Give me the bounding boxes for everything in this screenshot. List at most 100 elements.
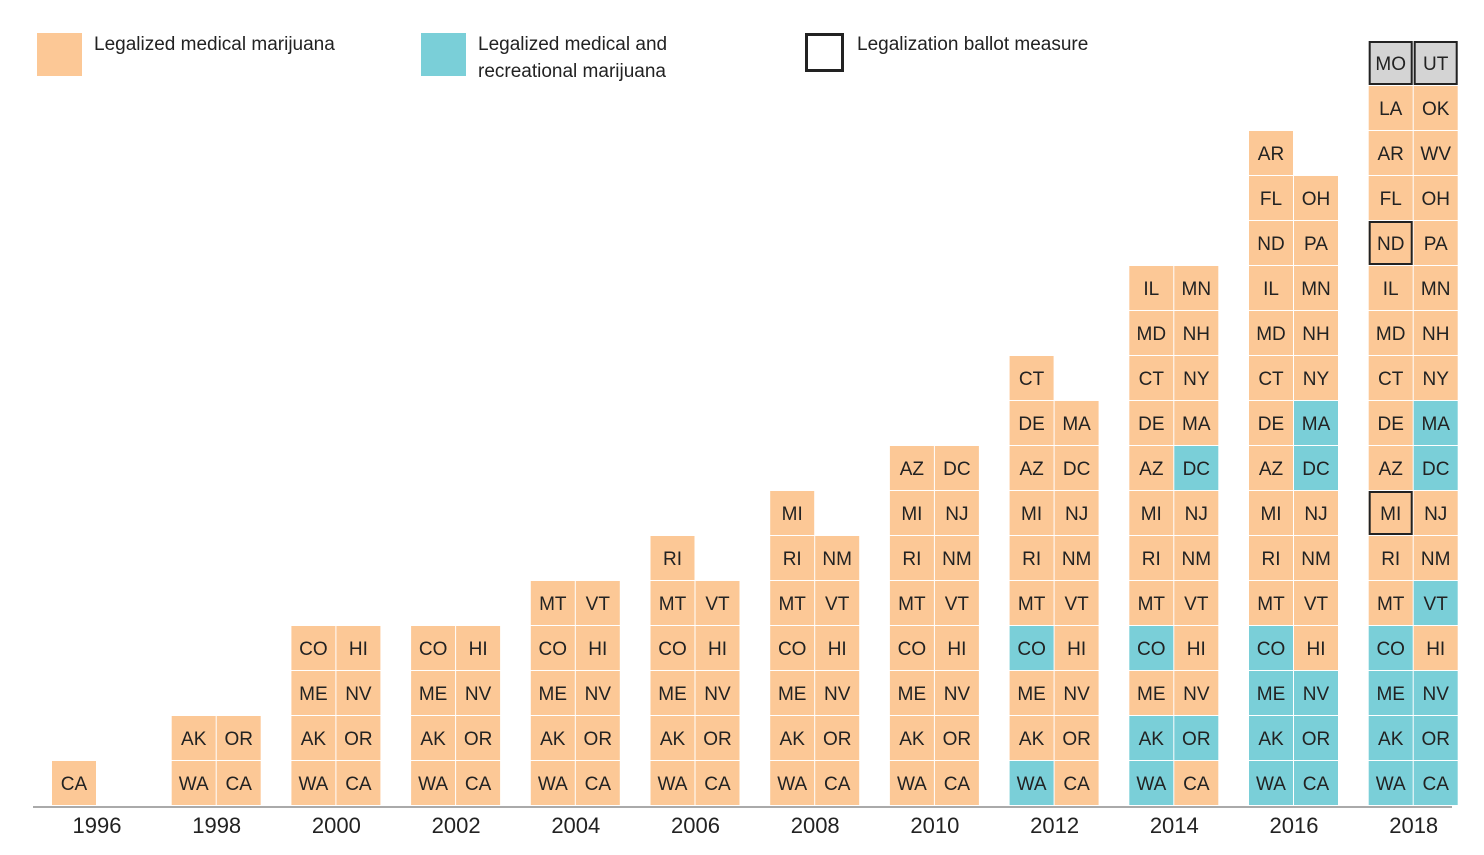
state-cell-pa-2016 (1294, 221, 1338, 265)
state-cell-ar-2016 (1249, 131, 1293, 175)
state-label-mi-2012: MI (1021, 504, 1042, 525)
state-cell-mi-2016 (1249, 491, 1293, 535)
legend-label-recreational-line1: Legalized medical and (478, 34, 668, 55)
state-cell-or-2014 (1174, 716, 1219, 760)
state-label-vt-2010: VT (945, 594, 970, 615)
state-label-mn-2016: MN (1301, 279, 1331, 300)
state-label-co-2008: CO (778, 639, 807, 660)
year-column-2006: WA CA AK OR ME NV CO HI MT VT RI 2006 (650, 536, 740, 838)
state-cell-wa-2006 (650, 761, 695, 805)
state-label-ca-2012: CA (1063, 774, 1090, 795)
state-cell-nj-2016 (1294, 491, 1338, 535)
state-cell-co-2012 (1009, 626, 1054, 670)
state-label-ak-2018: AK (1378, 729, 1404, 750)
state-cell-nd-2016 (1249, 221, 1293, 265)
state-cell-az-2014 (1129, 446, 1174, 490)
state-cell-me-2008 (770, 671, 815, 715)
state-label-wa-2014: WA (1136, 774, 1166, 795)
state-label-nd-2016: ND (1257, 234, 1284, 255)
state-label-ma-2012: MA (1062, 414, 1091, 435)
state-cell-co-2004 (530, 626, 575, 670)
state-label-or-2000: OR (344, 729, 373, 750)
state-cell-co-2008 (770, 626, 815, 670)
state-label-nh-2016: NH (1302, 324, 1329, 345)
state-cell-or-2004 (575, 716, 620, 760)
state-cell-ca-2002 (456, 761, 501, 805)
state-cell-nv-2006 (695, 671, 740, 715)
year-label-2004: 2004 (551, 813, 600, 838)
state-cell-hi-2000 (336, 626, 381, 670)
state-label-de-2016: DE (1258, 414, 1284, 435)
state-cell-hi-2014 (1174, 626, 1219, 670)
state-label-il-2016: IL (1263, 279, 1279, 300)
year-label-2008: 2008 (791, 813, 840, 838)
state-label-ak-2012: AK (1019, 729, 1045, 750)
state-cell-dc-2010 (934, 446, 979, 490)
state-cell-mt-2006 (650, 581, 695, 625)
state-label-ar-2018: AR (1377, 144, 1403, 165)
state-cell-co-2000 (291, 626, 336, 670)
state-label-ok-2018: OK (1422, 99, 1450, 120)
year-column-2008: WA CA AK OR ME NV CO HI MT VT RI NM MI 2008 (770, 491, 860, 838)
state-label-az-2010: AZ (900, 459, 925, 480)
state-cell-ak-2000 (291, 716, 336, 760)
state-cell-fl-2018 (1368, 176, 1413, 220)
state-cell-me-2006 (650, 671, 695, 715)
state-cell-or-2000 (336, 716, 381, 760)
state-cell-vt-2012 (1054, 581, 1099, 625)
state-cell-az-2010 (889, 446, 934, 490)
state-cell-mt-2008 (770, 581, 815, 625)
state-cell-ri-2018 (1368, 536, 1413, 580)
state-label-ma-2018: MA (1421, 414, 1450, 435)
state-cell-ri-2012 (1009, 536, 1054, 580)
state-label-la-2018: LA (1379, 99, 1403, 120)
state-label-ar-2016: AR (1258, 144, 1284, 165)
state-label-nm-2014: NM (1182, 549, 1212, 570)
state-cell-nj-2012 (1054, 491, 1099, 535)
state-label-nv-2002: NV (465, 684, 492, 705)
state-cell-de-2016 (1249, 401, 1293, 445)
state-label-ca-1996: CA (61, 774, 88, 795)
state-label-vt-2014: VT (1184, 594, 1209, 615)
year-column-1998: WA CA AK OR 1998 (171, 716, 261, 838)
state-label-hi-2002: HI (469, 639, 488, 660)
state-label-hi-2012: HI (1067, 639, 1086, 660)
state-label-nv-2016: NV (1303, 684, 1330, 705)
state-label-ak-2000: AK (301, 729, 327, 750)
state-label-ri-2010: RI (902, 549, 921, 570)
state-cell-vt-2010 (934, 581, 979, 625)
state-label-ct-2016: CT (1258, 369, 1284, 390)
state-cell-ak-2010 (889, 716, 934, 760)
state-cell-dc-2018 (1413, 446, 1458, 490)
state-cell-wa-2008 (770, 761, 815, 805)
state-label-hi-2016: HI (1307, 639, 1326, 660)
state-cell-mt-2016 (1249, 581, 1293, 625)
year-column-2004: WA CA AK OR ME NV CO HI MT VT 2004 (530, 581, 620, 838)
state-cell-ok-2018 (1413, 86, 1458, 130)
state-cell-or-2018 (1413, 716, 1458, 760)
state-cell-vt-2006 (695, 581, 740, 625)
state-cell-nh-2016 (1294, 311, 1338, 355)
state-cell-nm-2014 (1174, 536, 1219, 580)
state-label-me-2008: ME (778, 684, 807, 705)
state-label-or-2016: OR (1302, 729, 1331, 750)
state-label-mt-2016: MT (1257, 594, 1285, 615)
state-label-mi-2010: MI (901, 504, 922, 525)
state-label-ri-2016: RI (1262, 549, 1281, 570)
state-label-vt-2004: VT (586, 594, 611, 615)
state-cell-mi-2014 (1129, 491, 1174, 535)
state-cell-ak-2016 (1249, 716, 1293, 760)
state-label-dc-2012: DC (1063, 459, 1090, 480)
state-cell-nv-2016 (1294, 671, 1338, 715)
state-cell-me-2012 (1009, 671, 1054, 715)
state-label-vt-2016: VT (1304, 594, 1329, 615)
state-label-wa-2002: WA (418, 774, 448, 795)
state-cell-ak-2012 (1009, 716, 1054, 760)
state-cell-me-2016 (1249, 671, 1293, 715)
state-cell-dc-2016 (1294, 446, 1338, 490)
state-label-nm-2010: NM (942, 549, 972, 570)
state-cell-nm-2008 (815, 536, 860, 580)
state-label-co-2002: CO (419, 639, 448, 660)
state-cell-md-2014 (1129, 311, 1174, 355)
state-cell-mn-2018 (1413, 266, 1458, 310)
